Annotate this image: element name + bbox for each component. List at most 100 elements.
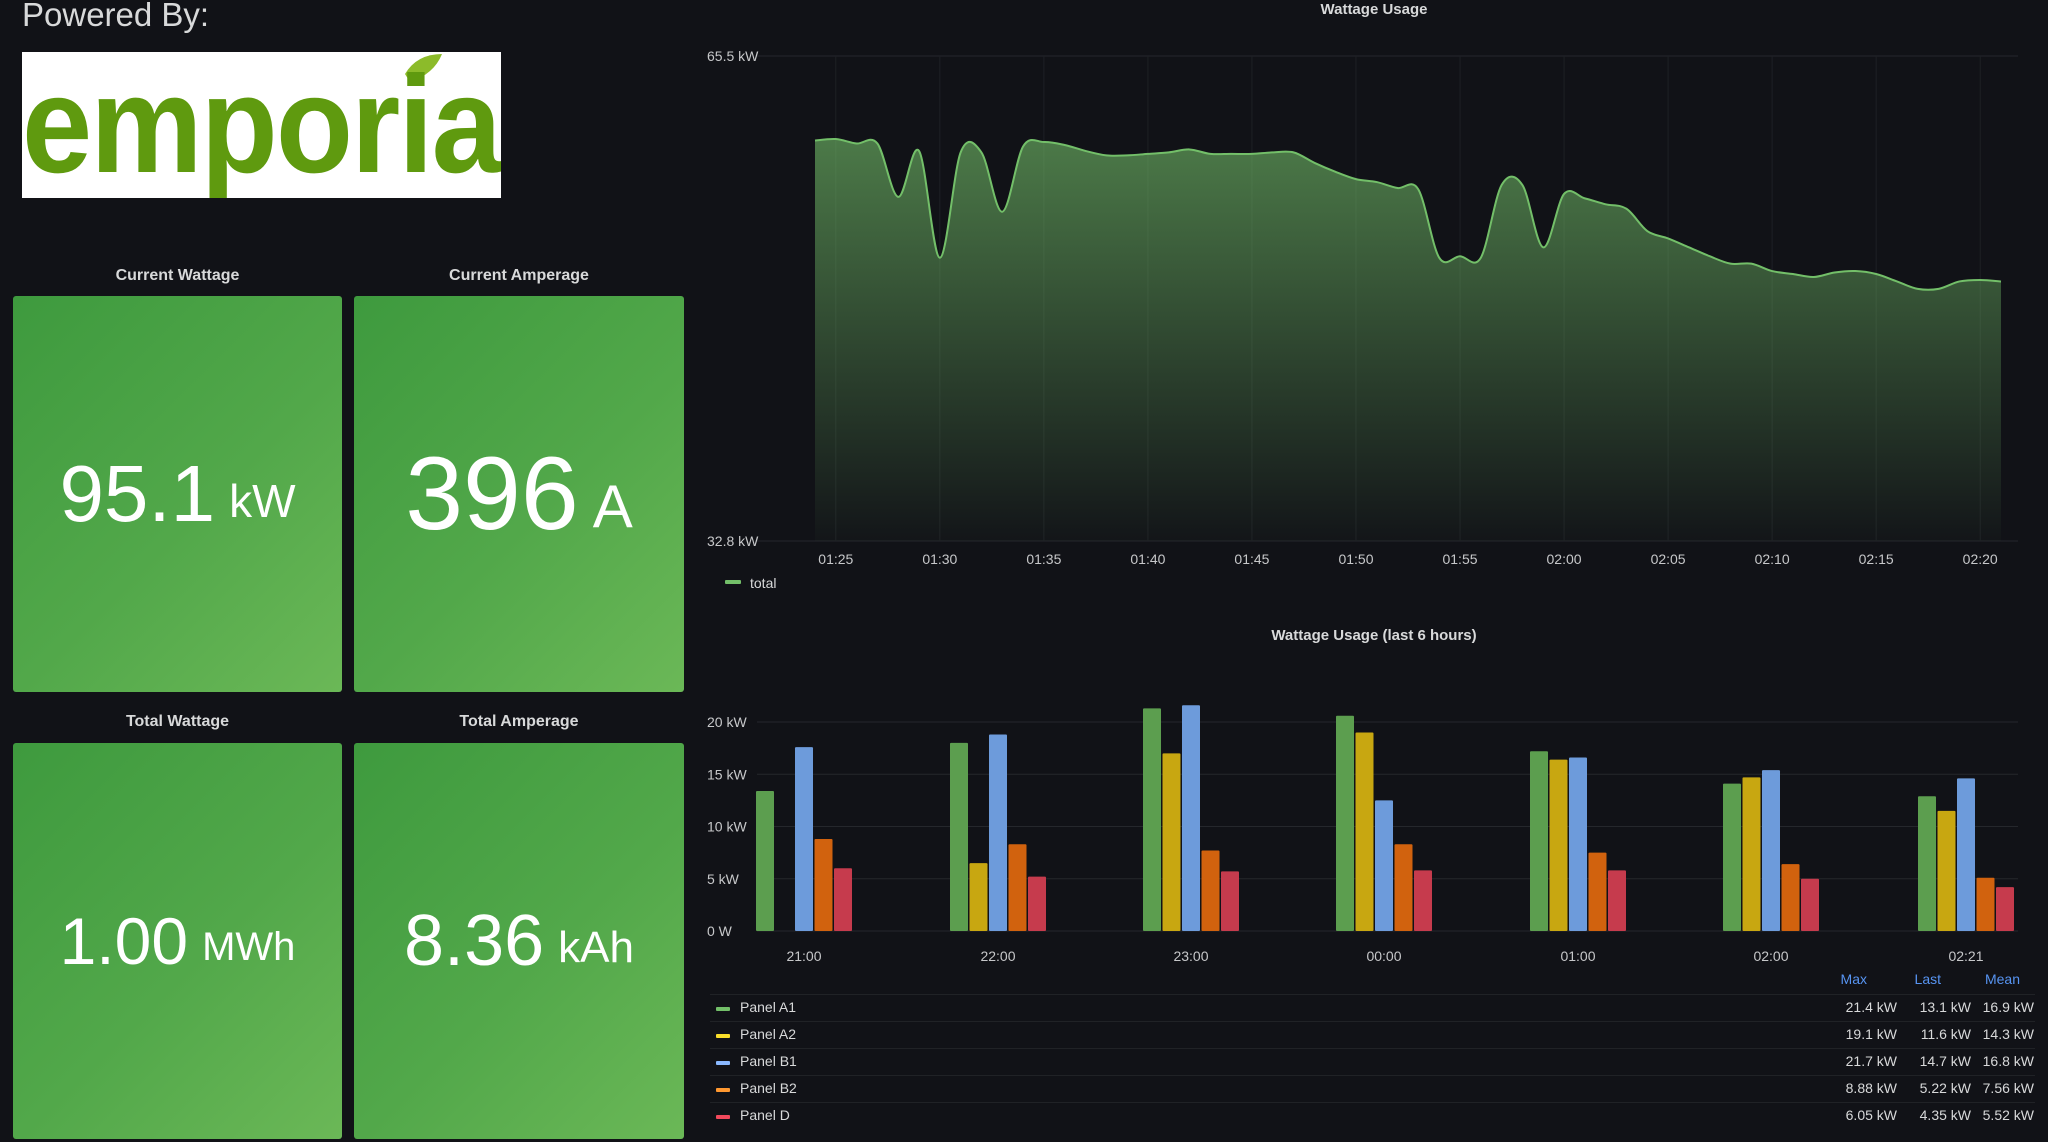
- stat-value: 8.36: [404, 901, 545, 981]
- legend-swatch: [716, 1115, 730, 1119]
- current-wattage-panel[interactable]: 95.1 kW: [13, 296, 342, 692]
- total-series-line[interactable]: [814, 137, 2002, 291]
- bar-panel-a1[interactable]: [950, 742, 968, 931]
- current-amperage-title: Current Amperage: [449, 267, 589, 284]
- x-tick-label: 02:21: [1948, 948, 1983, 964]
- stat-value: 95.1: [59, 449, 216, 538]
- legend-total[interactable]: total: [750, 575, 776, 591]
- bar-panel-b1[interactable]: [1569, 757, 1587, 931]
- bar-panel-a2[interactable]: [969, 863, 988, 931]
- bar-panel-b1[interactable]: [795, 747, 813, 931]
- bar-panel-a2[interactable]: [1355, 732, 1374, 931]
- stat-value: 1.00: [59, 904, 189, 978]
- bar-panel-b2[interactable]: [1394, 844, 1413, 931]
- bar-panel-a2[interactable]: [1937, 810, 1956, 931]
- current-wattage-title: Current Wattage: [115, 267, 240, 284]
- y-tick-label: 20 kW: [707, 714, 747, 730]
- svg-text:emporia: emporia: [22, 52, 501, 198]
- bar-panel-d[interactable]: [1996, 887, 2014, 931]
- y-tick-label: 0 W: [707, 923, 733, 939]
- legend-header-last[interactable]: Last: [1914, 971, 1941, 987]
- bar-panel-b1[interactable]: [1957, 778, 1975, 931]
- stat-unit: A: [592, 472, 633, 540]
- line-chart-title: Wattage Usage: [1321, 1, 1428, 18]
- legend-row[interactable]: Panel A1 21.4 kW 13.1 kW 16.9 kW: [710, 994, 2035, 1021]
- legend-last: 14.7 kW: [1919, 1053, 1971, 1069]
- stat-unit: MWh: [202, 924, 296, 969]
- bar-panel-b2[interactable]: [1008, 844, 1027, 931]
- total-amperage-title: Total Amperage: [459, 713, 579, 730]
- legend-series-name[interactable]: Panel D: [740, 1107, 790, 1123]
- legend-last: 5.22 kW: [1919, 1080, 1971, 1096]
- bar-panel-a2[interactable]: [1742, 777, 1761, 931]
- legend-row[interactable]: Panel A2 19.1 kW 11.6 kW 14.3 kW: [710, 1021, 2035, 1048]
- bar-panel-b2[interactable]: [1781, 864, 1800, 931]
- bar-chart-title: Wattage Usage (last 6 hours): [1271, 627, 1476, 644]
- legend-max: 21.7 kW: [1845, 1053, 1897, 1069]
- legend-mean: 16.8 kW: [1982, 1053, 2034, 1069]
- legend-swatch: [716, 1034, 730, 1038]
- legend-series-name[interactable]: Panel A1: [740, 999, 797, 1015]
- bar-panel-d[interactable]: [1028, 876, 1046, 931]
- bar-panel-b2[interactable]: [1976, 877, 1995, 931]
- x-tick-label: 02:15: [1859, 551, 1894, 567]
- bar-panel-a1[interactable]: [1918, 796, 1936, 931]
- legend-max: 21.4 kW: [1845, 999, 1897, 1015]
- legend-max: 19.1 kW: [1845, 1026, 1897, 1042]
- y-tick-label: 5 kW: [707, 871, 740, 887]
- x-tick-label: 01:55: [1442, 551, 1477, 567]
- stat-unit: kAh: [558, 923, 634, 972]
- leaf-icon: [405, 54, 442, 82]
- legend-series-name[interactable]: Panel A2: [740, 1026, 797, 1042]
- legend-series-name[interactable]: Panel B1: [740, 1053, 797, 1069]
- x-tick-label: 01:35: [1026, 551, 1061, 567]
- bar-panel-a1[interactable]: [1143, 708, 1161, 931]
- total-amperage-panel[interactable]: 8.36 kAh: [354, 743, 684, 1139]
- bar-panel-b1[interactable]: [989, 734, 1007, 931]
- legend-row[interactable]: Panel D 6.05 kW 4.35 kW 5.52 kW: [710, 1102, 2035, 1129]
- legend-mean: 16.9 kW: [1982, 999, 2034, 1015]
- current-amperage-panel[interactable]: 396 A: [354, 296, 684, 692]
- x-tick-label: 02:00: [1753, 948, 1788, 964]
- bar-panel-a2[interactable]: [1549, 759, 1568, 931]
- legend-header-max[interactable]: Max: [1840, 971, 1867, 987]
- legend-max: 6.05 kW: [1845, 1107, 1897, 1123]
- bar-panel-b2[interactable]: [1201, 850, 1220, 931]
- x-tick-label: 01:00: [1560, 948, 1595, 964]
- x-tick-label: 01:40: [1130, 551, 1165, 567]
- bar-panel-b1[interactable]: [1375, 800, 1393, 931]
- legend-row[interactable]: Panel B1 21.7 kW 14.7 kW 16.8 kW: [710, 1048, 2035, 1075]
- legend-row[interactable]: Panel B2 8.88 kW 5.22 kW 7.56 kW: [710, 1075, 2035, 1102]
- legend-swatch: [716, 1088, 730, 1092]
- x-tick-label: 01:45: [1234, 551, 1269, 567]
- x-tick-label: 01:25: [818, 551, 853, 567]
- bar-panel-d[interactable]: [1608, 870, 1626, 931]
- y-tick-label: 32.8 kW: [707, 533, 759, 549]
- stat-value: 396: [405, 435, 579, 552]
- bar-panel-d[interactable]: [834, 868, 852, 931]
- x-tick-label: 22:00: [980, 948, 1015, 964]
- total-wattage-title: Total Wattage: [125, 713, 230, 730]
- bar-panel-b2[interactable]: [814, 839, 833, 931]
- bar-panel-a1[interactable]: [1336, 715, 1354, 931]
- legend-series-name[interactable]: Panel B2: [740, 1080, 797, 1096]
- bar-panel-d[interactable]: [1221, 871, 1239, 931]
- bar-panel-b1[interactable]: [1762, 770, 1780, 931]
- x-tick-label: 02:20: [1963, 551, 1998, 567]
- bar-panel-a1[interactable]: [756, 790, 774, 931]
- bar-panel-a2[interactable]: [1162, 753, 1181, 931]
- bar-panel-d[interactable]: [1414, 870, 1432, 931]
- y-tick-label: 10 kW: [707, 819, 747, 835]
- legend-header-mean[interactable]: Mean: [1984, 971, 2020, 987]
- total-area-fill: [815, 138, 2001, 542]
- bar-panel-a1[interactable]: [1530, 751, 1548, 931]
- bar-panel-b1[interactable]: [1182, 705, 1200, 931]
- bar-panel-b2[interactable]: [1588, 852, 1607, 931]
- legend-mean: 14.3 kW: [1982, 1026, 2034, 1042]
- total-wattage-panel[interactable]: 1.00 MWh: [13, 743, 342, 1139]
- bar-panel-a1[interactable]: [1723, 783, 1741, 931]
- legend-mean: 7.56 kW: [1982, 1080, 2034, 1096]
- y-tick-label: 15 kW: [707, 766, 747, 782]
- bar-panel-d[interactable]: [1801, 878, 1819, 931]
